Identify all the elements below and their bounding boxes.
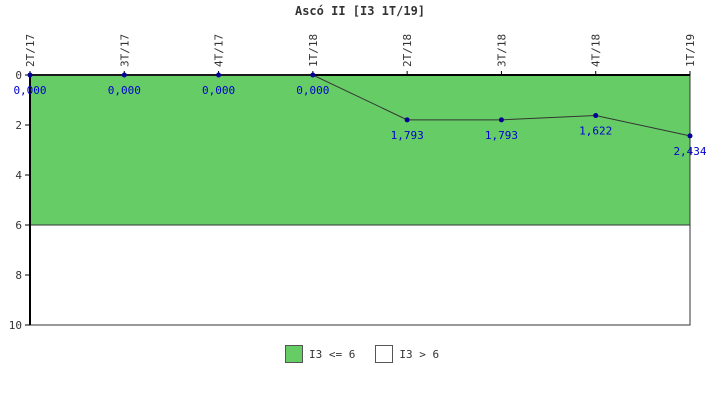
data-label: 0,000: [108, 84, 141, 97]
legend-item-band-high: I3 > 6: [375, 345, 439, 363]
data-point: [687, 133, 693, 139]
data-label: 0,000: [202, 84, 235, 97]
x-tick-label: 2T/18: [401, 34, 414, 67]
data-point: [593, 113, 599, 119]
data-label: 1,793: [391, 129, 424, 142]
data-point: [310, 72, 316, 78]
legend-item-band-low: I3 <= 6: [285, 345, 355, 363]
y-tick-label: 10: [9, 319, 22, 332]
x-tick-label: 3T/17: [118, 34, 131, 67]
y-tick-label: 2: [15, 119, 22, 132]
series-line: [30, 74, 691, 137]
x-tick-label: 3T/18: [495, 34, 508, 67]
band-1: [29, 224, 691, 326]
y-tick-label: 6: [15, 219, 22, 232]
legend: I3 <= 6 I3 > 6: [285, 345, 459, 363]
data-label: 0,000: [13, 84, 46, 97]
data-label: 2,434: [673, 145, 706, 158]
data-point: [404, 117, 410, 123]
band-0: [29, 74, 691, 226]
legend-label-high: I3 > 6: [399, 347, 440, 361]
data-point: [498, 117, 504, 123]
legend-label-low: I3 <= 6: [309, 347, 356, 361]
data-label: 1,622: [579, 125, 612, 138]
x-tick-label: 4T/18: [590, 34, 603, 67]
data-point: [27, 72, 33, 78]
y-tick-label: 4: [15, 169, 22, 182]
data-label: 1,793: [485, 129, 518, 142]
y-tick-label: 0: [15, 69, 22, 82]
chart-title: Ascó II [I3 1T/19]: [294, 4, 426, 18]
data-label: 0,000: [296, 84, 329, 97]
legend-swatch-high: [375, 345, 394, 363]
x-tick-label: 2T/17: [24, 34, 37, 67]
x-tick-label: 1T/18: [307, 34, 320, 67]
data-point: [121, 72, 127, 78]
legend-swatch-low: [285, 345, 303, 363]
x-tick-label: 4T/17: [213, 34, 226, 67]
data-point: [216, 72, 222, 78]
y-tick-label: 8: [15, 269, 22, 282]
x-tick-label: 1T/19: [684, 34, 697, 67]
